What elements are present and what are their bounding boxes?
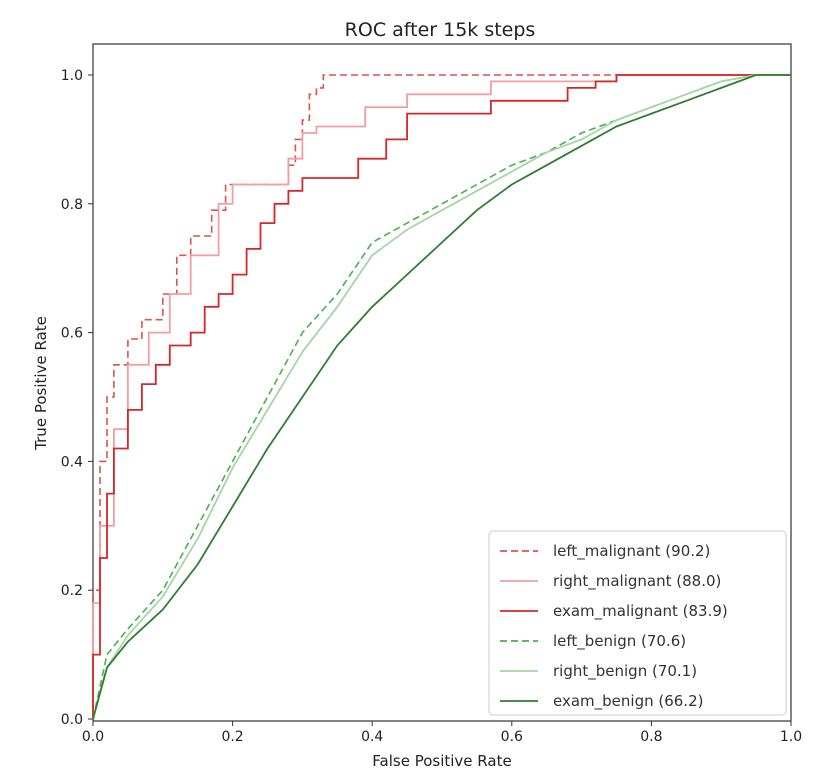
x-axis-label: False Positive Rate [372,752,511,769]
x-tick-label: 0.2 [221,729,243,745]
y-tick-label: 0.8 [61,197,83,213]
x-tick-label: 0.6 [501,729,523,745]
x-tick-label: 0.4 [361,729,383,745]
legend: left_malignant (90.2) right_malignant (88… [488,530,787,716]
y-tick-label: 0.0 [61,712,83,728]
series-line-5 [92,74,791,720]
axis-ticks: 0.0 0.2 0.4 0.6 0.8 1.0 0.0 0.2 0.4 0.6 0.8 1.0 [61,68,802,745]
x-tick-label: 1.0 [780,729,802,745]
x-tick-label: 0.8 [640,729,662,745]
legend-label-0: left_malignant (90.2) [553,542,710,561]
y-axis-label: True Positive Rate [32,316,50,451]
legend-label-3: left_benign (70.6) [553,632,686,651]
y-tick-label: 1.0 [61,68,83,84]
y-tick-label: 0.2 [61,583,83,599]
series-lines [92,74,791,720]
legend-label-5: exam_benign (66.2) [553,692,703,711]
legend-box [488,530,787,716]
plot-area-frame [92,43,792,722]
y-tick-label: 0.4 [61,454,83,470]
legend-label-4: right_benign (70.1) [553,662,697,681]
x-tick-label: 0.0 [82,729,104,745]
series-line-4 [92,74,791,720]
y-tick-label: 0.6 [61,326,83,342]
chart-title: ROC after 15k steps [345,19,536,41]
legend-label-2: exam_malignant (83.9) [553,602,728,621]
series-line-3 [92,74,791,720]
series-line-1 [92,74,791,719]
legend-label-1: right_malignant (88.0) [553,572,721,591]
series-line-2 [92,74,791,719]
